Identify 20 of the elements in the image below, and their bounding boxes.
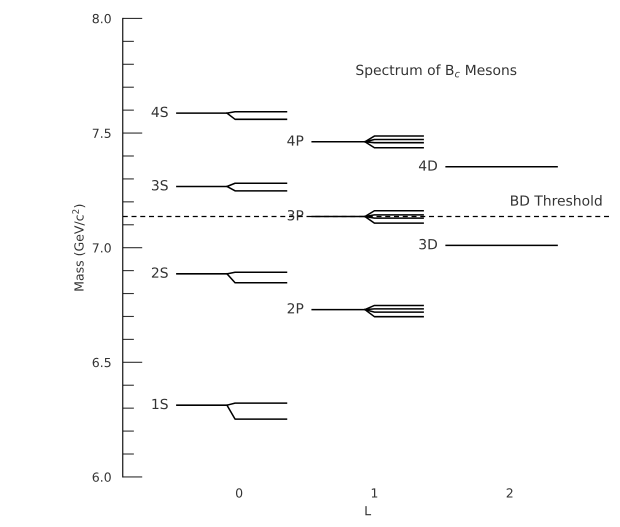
annotation: 3S	[152, 180, 168, 191]
annotation: 3D	[419, 238, 437, 250]
annotation: 2P	[288, 303, 304, 314]
text: Spectrum of B$_{c}$ Mesons	[356, 64, 516, 78]
y-tick-label: 6.0	[92, 472, 111, 482]
annotation: 4P	[287, 135, 304, 146]
ref-line-label: BD Threshold	[511, 195, 602, 206]
y-tick-label: 7.5	[92, 128, 111, 138]
x-tick-label: 0	[236, 488, 242, 498]
y-axis-title: Mass (GeV/c$^{2}$)	[72, 204, 86, 291]
annotation: 2S	[152, 267, 168, 278]
x-tick-label: 2	[506, 488, 512, 498]
y-tick-label: 7.0	[92, 243, 111, 253]
annotation: 4S	[152, 106, 168, 118]
y-tick-label: 6.5	[92, 358, 111, 368]
x-axis-title: L	[365, 506, 372, 516]
annotation: 1S	[152, 398, 168, 410]
x-tick-label: 1	[372, 488, 378, 498]
y-tick-label: 8.0	[92, 14, 111, 24]
annotation: 4D	[418, 160, 437, 171]
